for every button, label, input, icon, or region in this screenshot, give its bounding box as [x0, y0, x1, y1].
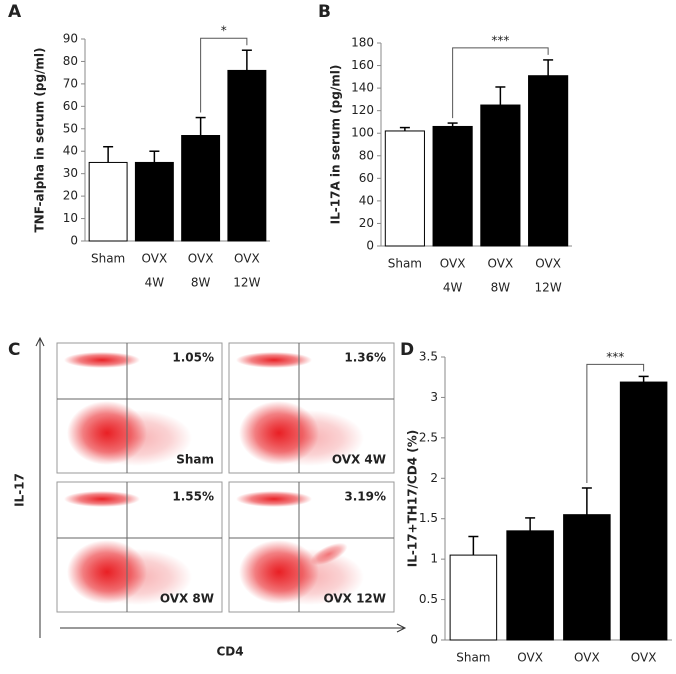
x-tick-label: 8W: [191, 276, 211, 290]
y-tick-label: 50: [63, 121, 78, 135]
cell-cloud: [310, 542, 348, 566]
cell-cloud: [82, 549, 192, 605]
x-tick-label: 4W: [443, 281, 463, 295]
y-tick-label: 80: [63, 54, 78, 68]
x-arrow: [60, 623, 407, 633]
x-tick-label: OVX: [188, 252, 214, 266]
quadrant-percent: 1.55%: [172, 490, 214, 504]
y-tick-label: 180: [351, 36, 374, 50]
x-axis-label: CD4: [216, 645, 243, 659]
significance-bracket: [200, 37, 248, 113]
y-tick-label: 120: [351, 103, 374, 117]
sample-name: Sham: [176, 453, 214, 467]
y-axis-label: IL-17: [13, 473, 27, 507]
x-tick-label: 4W: [145, 276, 165, 290]
bar: [619, 381, 668, 641]
y-tick-label: 40: [359, 193, 374, 207]
y-tick-label: 140: [351, 81, 374, 95]
x-tick-label: 12W: [233, 276, 260, 290]
y-axis-label: TNF-alpha in serum (pg/ml): [33, 47, 47, 232]
x-tick-label: OVX: [574, 651, 600, 665]
y-tick-label: 10: [63, 211, 78, 225]
y-tick-label: 30: [63, 166, 78, 180]
y-tick-label: 0: [366, 239, 374, 253]
quadrant-percent: 1.36%: [344, 351, 386, 365]
y-tick-label: 160: [351, 58, 374, 72]
bar: [227, 69, 267, 242]
significance-bracket: [452, 47, 549, 119]
significance-label: ***: [491, 33, 509, 47]
y-tick-label: 60: [359, 171, 374, 185]
panel-letter: D: [400, 340, 414, 360]
y-tick-label: 3.5: [419, 350, 438, 364]
quadrant-percent: 1.05%: [172, 351, 214, 365]
bar: [449, 554, 498, 641]
y-tick-label: 2: [430, 471, 438, 485]
y-tick-label: 60: [63, 99, 78, 113]
bar: [88, 161, 128, 242]
y-tick-label: 80: [359, 148, 374, 162]
significance-bracket: [586, 363, 645, 483]
cell-cloud: [82, 410, 192, 466]
bar: [134, 161, 174, 242]
cell-cloud: [236, 491, 312, 507]
x-tick-label: OVX: [440, 257, 466, 271]
cell-cloud: [64, 491, 140, 507]
cell-cloud: [254, 410, 364, 466]
y-axis-label: IL-17A in serum (pg/ml): [329, 65, 343, 225]
x-tick-label: Sham: [91, 252, 125, 266]
x-tick-label: OVX: [234, 252, 260, 266]
bar: [563, 514, 611, 641]
sample-name: OVX 12W: [323, 592, 386, 606]
y-tick-label: 100: [351, 126, 374, 140]
bar: [384, 130, 425, 247]
y-tick-label: 40: [63, 144, 78, 158]
y-arrow: [35, 336, 45, 638]
bar: [506, 530, 554, 641]
y-tick-label: 0.5: [419, 592, 438, 606]
y-tick-label: 2.5: [419, 430, 438, 444]
y-tick-label: 1.5: [419, 511, 438, 525]
y-tick-label: 70: [63, 76, 78, 90]
x-tick-label: OVX: [142, 252, 168, 266]
cell-cloud: [254, 549, 364, 605]
bar: [181, 135, 221, 242]
bar: [480, 104, 521, 247]
x-tick-label: OVX: [517, 651, 543, 665]
y-axis-label: IL-17+TH17/CD4 (%): [406, 430, 420, 567]
x-tick-label: 12W: [535, 281, 562, 295]
y-tick-label: 1: [430, 552, 438, 566]
sample-name: OVX 4W: [332, 453, 386, 467]
x-tick-label: Sham: [388, 257, 422, 271]
panel-letter: A: [8, 2, 22, 22]
y-tick-label: 20: [63, 189, 78, 203]
cell-cloud: [236, 352, 312, 368]
y-tick-label: 3: [430, 390, 438, 404]
significance-label: *: [221, 24, 227, 38]
significance-label: ***: [606, 350, 624, 364]
quadrant-percent: 3.19%: [344, 490, 386, 504]
x-tick-label: Sham: [456, 651, 490, 665]
panel-letter: C: [8, 340, 20, 360]
x-tick-label: OVX: [488, 257, 514, 271]
bar: [528, 75, 569, 247]
y-tick-label: 90: [63, 32, 78, 46]
y-tick-label: 0: [70, 234, 78, 248]
y-tick-label: 0: [430, 633, 438, 647]
x-tick-label: OVX: [535, 257, 561, 271]
y-tick-label: 20: [359, 216, 374, 230]
bar: [432, 125, 473, 247]
panel-letter: B: [318, 2, 331, 22]
x-tick-label: 8W: [491, 281, 511, 295]
cell-cloud: [64, 352, 140, 368]
x-tick-label: OVX: [631, 651, 657, 665]
sample-name: OVX 8W: [160, 592, 214, 606]
